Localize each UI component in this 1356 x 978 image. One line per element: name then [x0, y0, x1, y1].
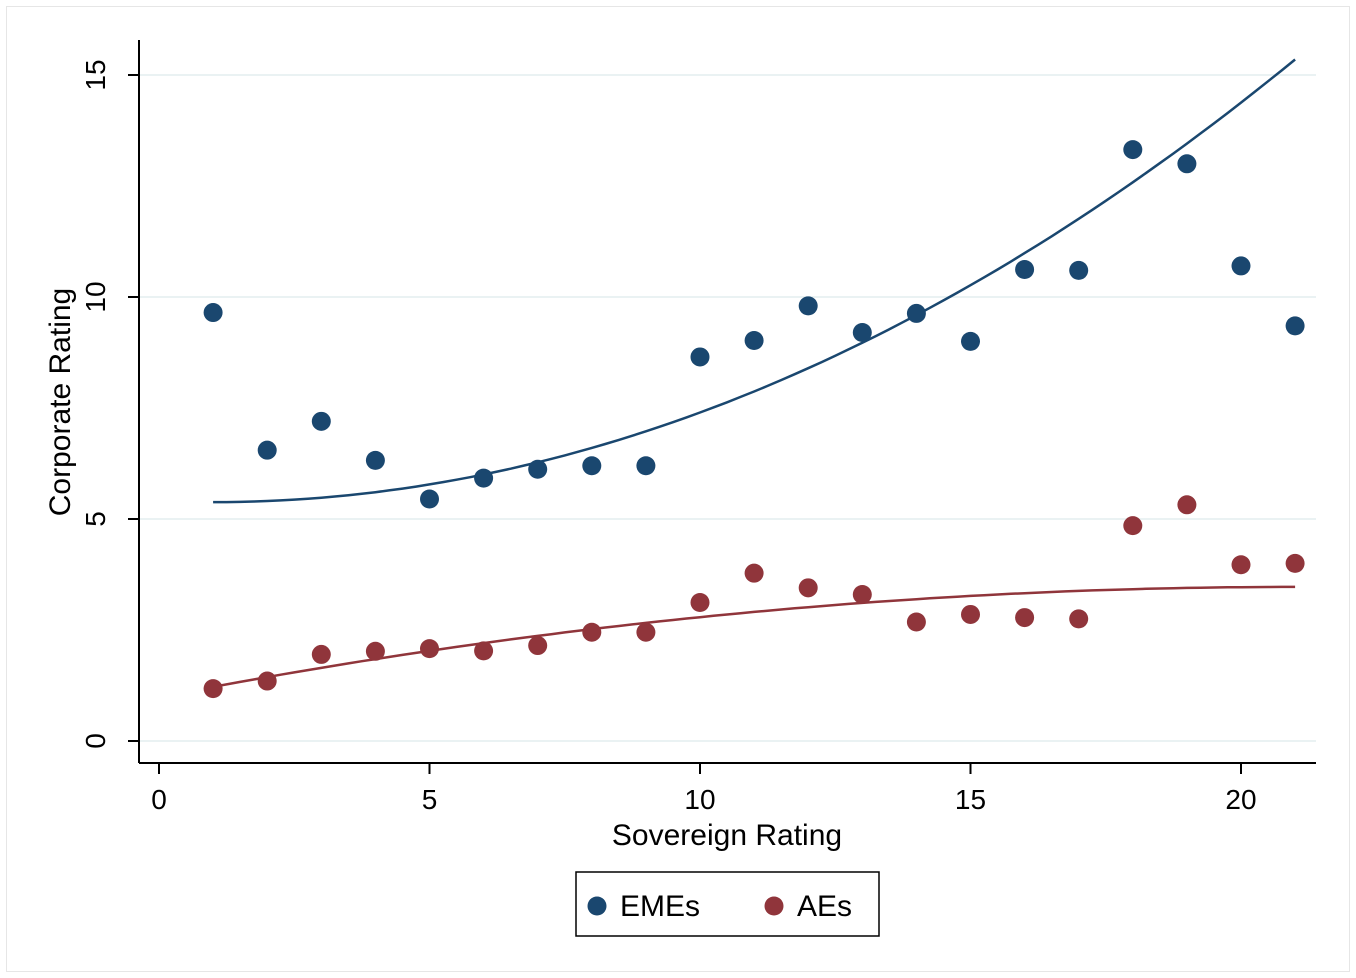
fit-lines [212, 58, 1296, 689]
point-emes-15 [961, 331, 980, 351]
x-tick-label-20: 20 [1225, 784, 1256, 815]
point-aes-2 [257, 671, 277, 691]
point-emes-7 [528, 459, 548, 479]
legend-marker-aes [764, 896, 784, 916]
point-emes-9 [636, 456, 656, 476]
y-tick-label-0: 0 [80, 733, 111, 749]
y-tick-label-10: 10 [80, 281, 111, 312]
point-emes-20 [1231, 256, 1251, 276]
point-aes-10 [690, 592, 710, 612]
y-tick-label-15: 15 [80, 59, 111, 90]
point-aes-16 [1015, 608, 1035, 628]
point-aes-11 [744, 563, 764, 583]
legend-label-emes: EMEs [620, 890, 700, 923]
point-aes-15 [961, 604, 980, 624]
point-emes-10 [690, 347, 710, 367]
point-emes-2 [257, 440, 277, 460]
gridlines [139, 74, 1316, 742]
x-axis-title: Sovereign Rating [612, 819, 842, 852]
point-emes-12 [798, 296, 818, 316]
point-aes-4 [365, 641, 385, 661]
point-aes-20 [1231, 555, 1251, 575]
point-emes-5 [420, 489, 439, 509]
point-emes-11 [744, 331, 764, 351]
point-emes-3 [311, 411, 331, 431]
point-emes-17 [1069, 260, 1089, 280]
y-tick-label-5: 5 [80, 511, 111, 527]
point-aes-3 [311, 644, 331, 664]
point-emes-18 [1123, 140, 1143, 160]
point-emes-16 [1015, 259, 1035, 279]
legend-marker-emes [587, 896, 607, 916]
point-emes-6 [474, 468, 494, 488]
point-aes-21 [1285, 553, 1305, 573]
point-aes-13 [852, 584, 872, 604]
point-aes-12 [798, 578, 818, 598]
point-aes-18 [1123, 516, 1143, 536]
point-emes-21 [1285, 316, 1305, 336]
x-tick-label-0: 0 [151, 784, 167, 815]
point-aes-19 [1177, 495, 1197, 515]
fit-line-aes [212, 585, 1296, 689]
point-aes-9 [636, 622, 656, 642]
point-aes-8 [582, 622, 602, 642]
x-tick-label-10: 10 [684, 784, 715, 815]
point-emes-19 [1177, 154, 1197, 174]
point-emes-14 [906, 303, 926, 323]
point-emes-1 [203, 303, 223, 323]
legend: EMEs AEs [575, 871, 880, 937]
legend-box [575, 871, 880, 937]
fit-line-emes [213, 58, 1296, 504]
point-aes-7 [528, 636, 548, 656]
point-aes-5 [420, 639, 439, 659]
point-emes-8 [582, 456, 602, 476]
point-aes-14 [906, 612, 926, 632]
axes: 0 5 10 15 0 5 10 15 20 [80, 40, 1316, 815]
x-tick-label-5: 5 [422, 784, 438, 815]
y-axis-title: Corporate Rating [44, 288, 77, 516]
chart-frame [6, 6, 1350, 972]
point-emes-13 [852, 323, 872, 343]
x-tick-label-15: 15 [955, 784, 986, 815]
legend-label-aes: AEs [797, 890, 852, 923]
point-aes-1 [203, 679, 223, 699]
point-aes-17 [1069, 609, 1089, 629]
data-points [203, 140, 1305, 699]
point-emes-4 [365, 450, 385, 470]
point-aes-6 [474, 641, 494, 661]
